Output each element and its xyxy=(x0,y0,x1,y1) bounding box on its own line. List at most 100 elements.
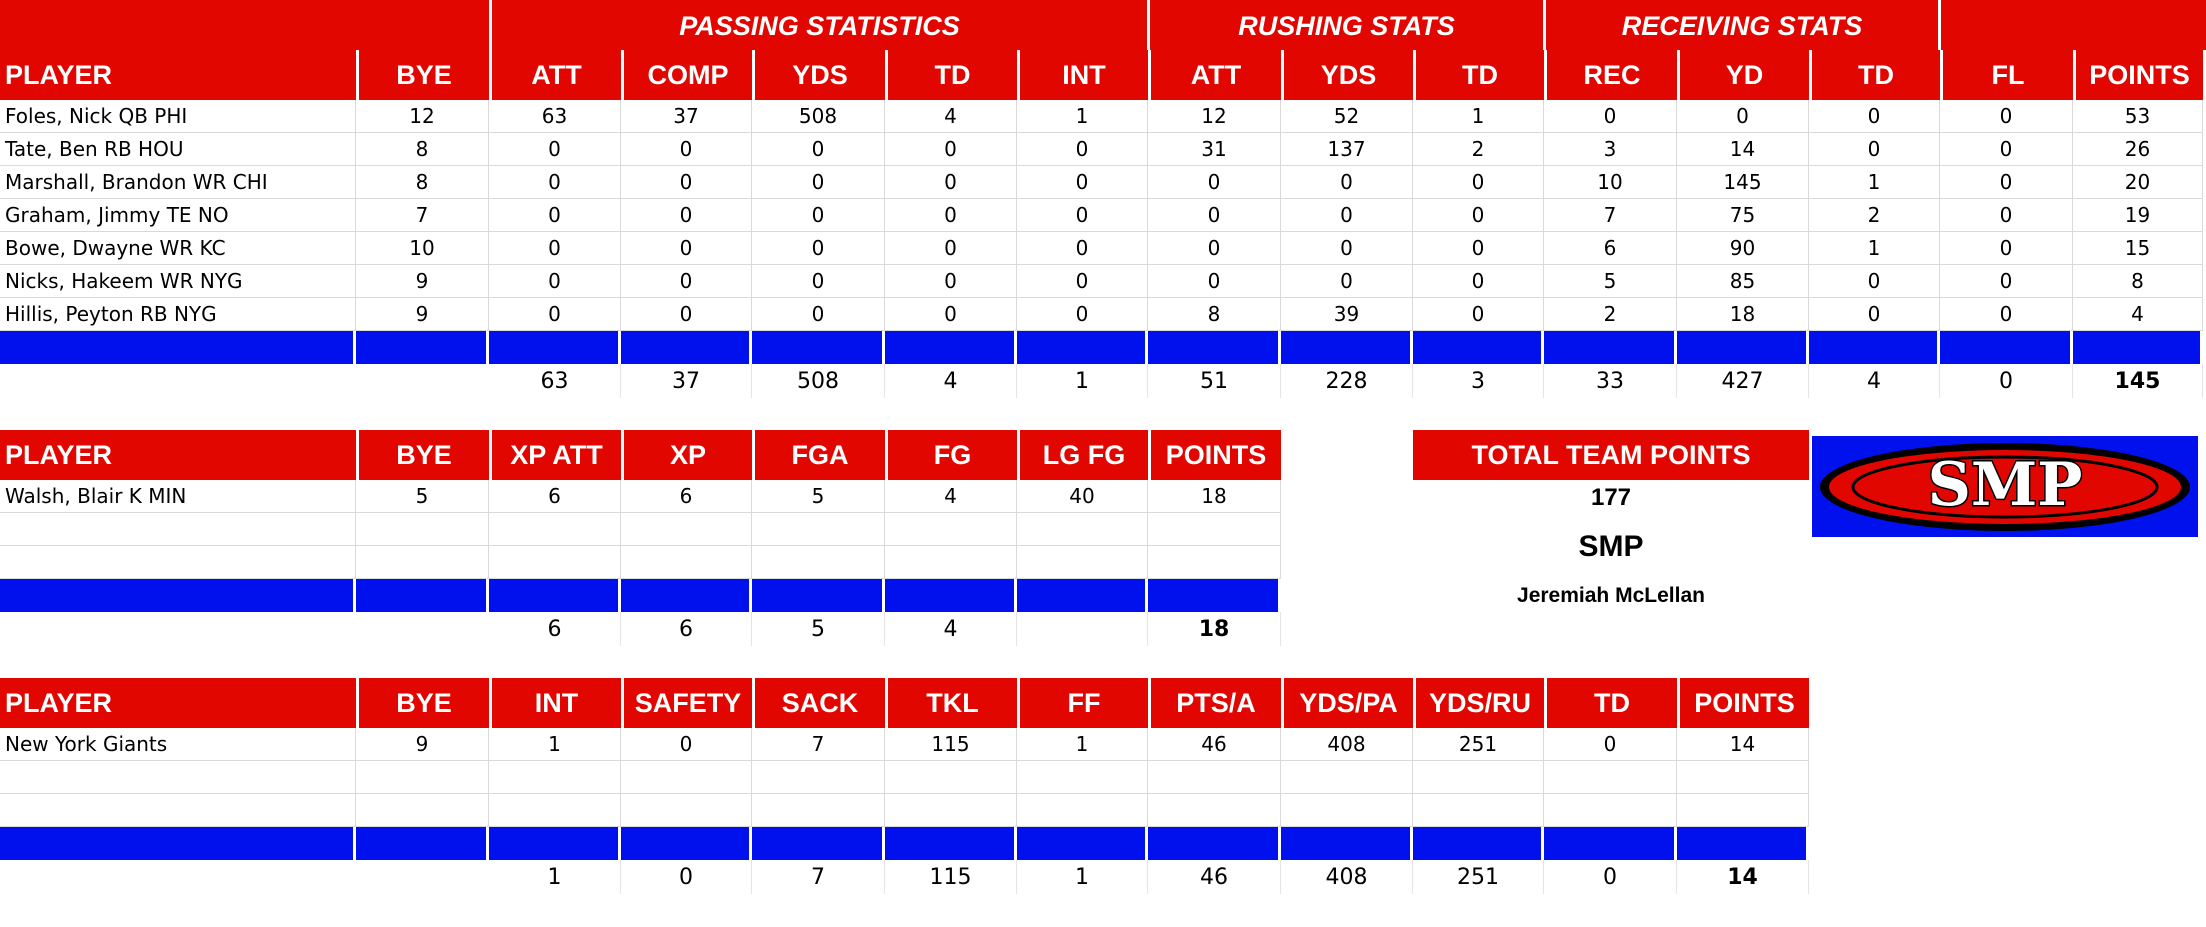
total-cell: 4 xyxy=(885,612,1017,646)
stat-cell: 0 xyxy=(752,298,885,331)
total-cell: 46 xyxy=(1148,860,1281,894)
stat-cell: 10 xyxy=(356,232,489,265)
separator-cell xyxy=(356,827,489,860)
team-owner: Jeremiah McLellan xyxy=(1517,584,1705,607)
column-header: YDS/PA xyxy=(1281,678,1413,728)
stat-cell xyxy=(356,761,489,794)
separator-cell xyxy=(1544,827,1677,860)
player-cell: New York Giants xyxy=(0,728,356,761)
total-cell: 33 xyxy=(1544,364,1677,398)
stat-cell: 0 xyxy=(621,728,752,761)
stat-cell: 7 xyxy=(1544,199,1677,232)
group-rushing: RUSHING STATS xyxy=(1147,0,1543,50)
defense-totals-row: 1 0 7 115 1 46 408 251 0 14 xyxy=(0,860,1809,894)
column-header: PLAYER xyxy=(0,678,356,728)
column-header: YDS/RU xyxy=(1413,678,1544,728)
table-row: Graham, Jimmy TE NO 7 0 0 0 0 0 0 0 0 7 75 2 0 19 xyxy=(0,199,2206,232)
stat-cell: 7 xyxy=(752,728,885,761)
stat-cell: 1 xyxy=(1809,232,1940,265)
stat-cell: 6 xyxy=(489,480,621,513)
offense-column-header: PLAYER BYE ATT COMP YDS TD INT ATT YDS TD REC YD TD F… xyxy=(0,50,2206,100)
stat-cell: 4 xyxy=(885,480,1017,513)
separator-cell xyxy=(621,827,752,860)
stat-cell: 0 xyxy=(489,298,621,331)
stat-cell: 0 xyxy=(1017,133,1148,166)
player-cell xyxy=(0,794,356,827)
column-header: FL xyxy=(1940,50,2073,100)
table-row xyxy=(0,546,1281,579)
stat-cell: 115 xyxy=(885,728,1017,761)
column-header: TD xyxy=(1413,50,1544,100)
stat-cell: 9 xyxy=(356,298,489,331)
stat-cell xyxy=(621,794,752,827)
stat-cell xyxy=(1017,794,1148,827)
separator-cell xyxy=(1148,827,1281,860)
column-header: BYE xyxy=(356,50,489,100)
stat-cell xyxy=(356,794,489,827)
table-row: Hillis, Peyton RB NYG 9 0 0 0 0 0 8 39 0 2 18 0 0 4 xyxy=(0,298,2206,331)
stat-cell: 0 xyxy=(621,166,752,199)
stat-cell: 0 xyxy=(1544,100,1677,133)
separator-cell xyxy=(885,331,1017,364)
player-cell: Hillis, Peyton RB NYG xyxy=(0,298,356,331)
table-row: Marshall, Brandon WR CHI 8 0 0 0 0 0 0 0 0 10 145 1 0… xyxy=(0,166,2206,199)
separator-cell xyxy=(489,331,621,364)
column-header: SAFETY xyxy=(621,678,752,728)
total-cell xyxy=(0,612,356,646)
separator-cell xyxy=(1148,579,1281,612)
offense-separator xyxy=(0,331,2206,364)
stat-cell: 8 xyxy=(356,133,489,166)
total-cell xyxy=(0,860,356,894)
group-receiving: RECEIVING STATS xyxy=(1543,0,1938,50)
stat-cell xyxy=(1148,546,1281,579)
stat-cell: 5 xyxy=(1544,265,1677,298)
stat-cell: 1 xyxy=(1017,100,1148,133)
column-header: XP ATT xyxy=(489,430,621,480)
separator-cell xyxy=(1413,331,1544,364)
offense-table: PASSING STATISTICS RUSHING STATS RECEIVI… xyxy=(0,0,2206,398)
column-header: BYE xyxy=(356,430,489,480)
separator-cell xyxy=(885,579,1017,612)
column-header: SACK xyxy=(752,678,885,728)
separator-cell xyxy=(1017,579,1148,612)
offense-totals-row: 63 37 508 4 1 51 228 3 33 427 4 0 145 xyxy=(0,364,2206,398)
stat-cell xyxy=(1413,761,1544,794)
column-header: PLAYER xyxy=(0,430,356,480)
column-header: ATT xyxy=(1148,50,1281,100)
column-header: POINTS xyxy=(1677,678,1809,728)
column-header: FGA xyxy=(752,430,885,480)
stat-cell: 0 xyxy=(752,232,885,265)
stat-cell: 0 xyxy=(1017,298,1148,331)
stat-cell xyxy=(621,761,752,794)
total-cell: 228 xyxy=(1281,364,1413,398)
stat-cell: 0 xyxy=(1940,265,2073,298)
separator-cell xyxy=(1017,331,1148,364)
separator-cell xyxy=(1809,331,1940,364)
stat-cell: 137 xyxy=(1281,133,1413,166)
table-row: Foles, Nick QB PHI 12 63 37 508 4 1 12 52 1 0 0 0 0 53 xyxy=(0,100,2206,133)
stat-cell: 40 xyxy=(1017,480,1148,513)
stat-cell: 145 xyxy=(1677,166,1809,199)
stat-cell: 0 xyxy=(1148,166,1281,199)
column-header: PTS/A xyxy=(1148,678,1281,728)
stat-cell: 2 xyxy=(1544,298,1677,331)
separator-cell xyxy=(1544,331,1677,364)
total-cell: 0 xyxy=(621,860,752,894)
stat-cell: 1 xyxy=(1413,100,1544,133)
separator-cell xyxy=(1677,331,1809,364)
column-header: PLAYER xyxy=(0,50,356,100)
stat-cell: 37 xyxy=(621,100,752,133)
total-cell: 508 xyxy=(752,364,885,398)
stat-cell: 0 xyxy=(1148,232,1281,265)
total-team-points-header: TOTAL TEAM POINTS xyxy=(1413,430,1809,480)
stat-cell xyxy=(1677,761,1809,794)
table-row: Walsh, Blair K MIN 5 6 6 5 4 40 18 xyxy=(0,480,1281,513)
stat-cell: 0 xyxy=(752,265,885,298)
stat-cell: 18 xyxy=(1677,298,1809,331)
total-cell: 6 xyxy=(489,612,621,646)
stat-cell: 39 xyxy=(1281,298,1413,331)
separator-cell xyxy=(1677,827,1809,860)
separator-cell xyxy=(885,827,1017,860)
stat-cell xyxy=(752,546,885,579)
stat-cell: 0 xyxy=(1809,265,1940,298)
